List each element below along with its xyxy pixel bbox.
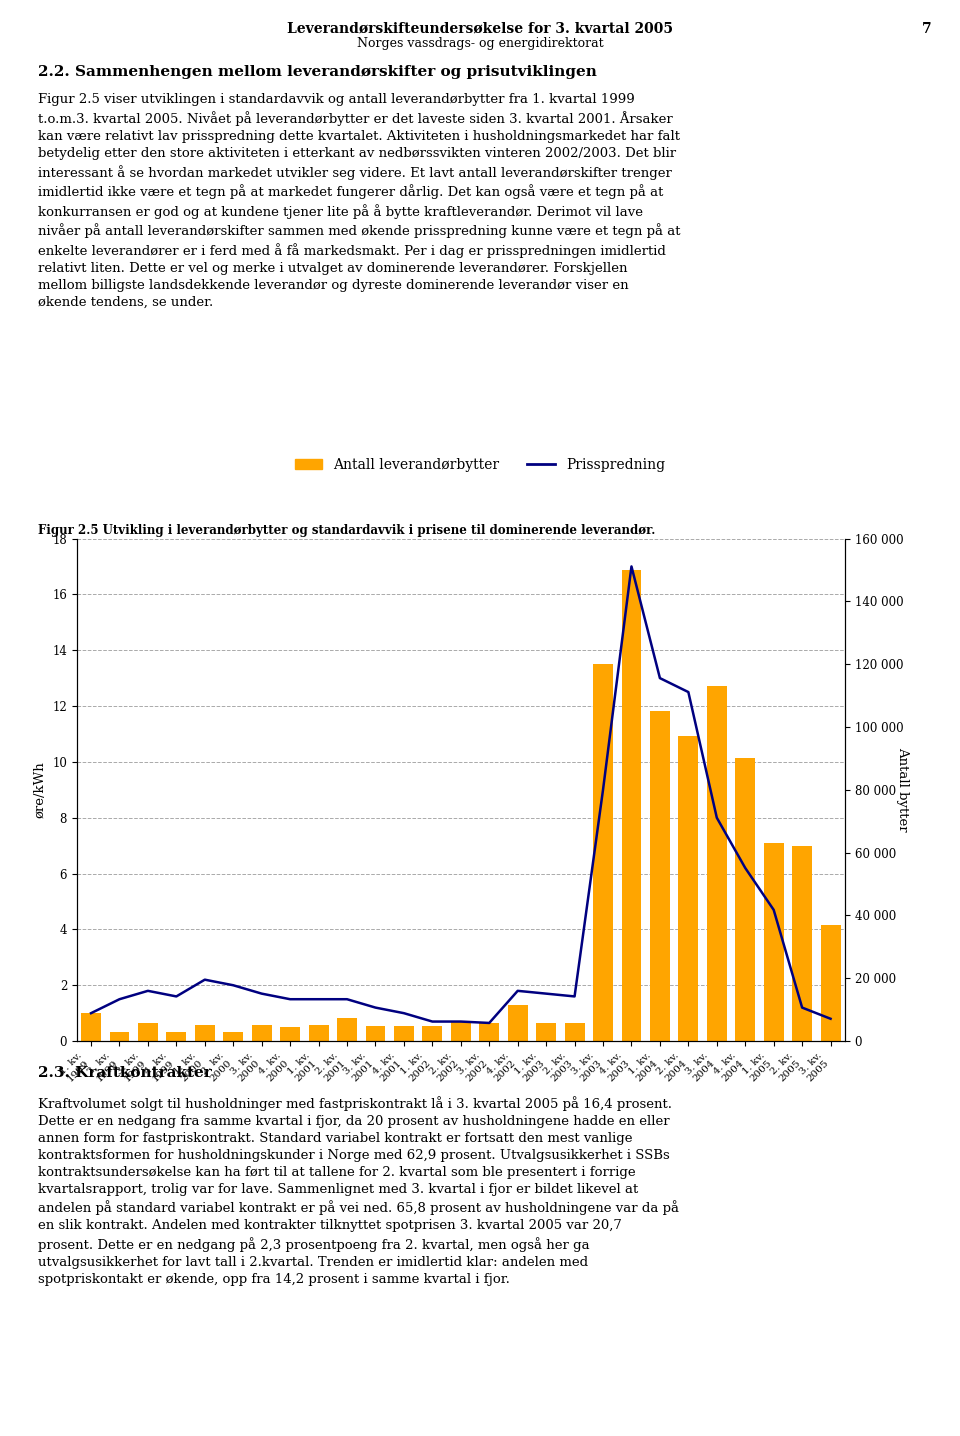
- Text: 7: 7: [922, 22, 931, 36]
- Bar: [564, 1024, 585, 1041]
- Bar: [792, 846, 812, 1041]
- Text: Figur 2.5 Utvikling i leverandørbytter og standardavvik i prisene til dominerend: Figur 2.5 Utvikling i leverandørbytter o…: [38, 524, 656, 537]
- Text: Figur 2.5 viser utviklingen i standardavvik og antall leverandørbytter fra 1. kv: Figur 2.5 viser utviklingen i standardav…: [38, 93, 681, 309]
- Bar: [224, 1031, 243, 1041]
- Bar: [821, 925, 841, 1041]
- Bar: [479, 1024, 499, 1041]
- Text: 2.3. Kraftkontrakter: 2.3. Kraftkontrakter: [38, 1066, 212, 1080]
- Bar: [735, 758, 756, 1041]
- Bar: [707, 686, 727, 1041]
- Bar: [166, 1031, 186, 1041]
- Bar: [138, 1024, 157, 1041]
- Bar: [337, 1018, 357, 1041]
- Bar: [621, 570, 641, 1041]
- Bar: [308, 1025, 328, 1041]
- Bar: [109, 1031, 130, 1041]
- Bar: [422, 1025, 443, 1041]
- Y-axis label: øre/kWh: øre/kWh: [34, 761, 47, 819]
- Bar: [252, 1025, 272, 1041]
- Bar: [394, 1027, 414, 1041]
- Bar: [537, 1024, 556, 1041]
- Bar: [650, 711, 670, 1041]
- Bar: [508, 1005, 528, 1041]
- Legend: Antall leverandørbytter, Prisspredning: Antall leverandørbytter, Prisspredning: [289, 452, 671, 477]
- Y-axis label: Antall bytter: Antall bytter: [896, 748, 909, 831]
- Text: Leverandørskifteundersøkelse for 3. kvartal 2005: Leverandørskifteundersøkelse for 3. kvar…: [287, 22, 673, 36]
- Bar: [280, 1027, 300, 1041]
- Text: Norges vassdrags- og energidirektorat: Norges vassdrags- og energidirektorat: [357, 37, 603, 50]
- Text: Kraftvolumet solgt til husholdninger med fastpriskontrakt lå i 3. kvartal 2005 p: Kraftvolumet solgt til husholdninger med…: [38, 1096, 680, 1285]
- Bar: [764, 843, 783, 1041]
- Bar: [366, 1025, 385, 1041]
- Bar: [195, 1025, 215, 1041]
- Text: 2.2. Sammenhengen mellom leverandørskifter og prisutviklingen: 2.2. Sammenhengen mellom leverandørskift…: [38, 65, 597, 79]
- Bar: [679, 737, 698, 1041]
- Bar: [81, 1012, 101, 1041]
- Bar: [593, 663, 613, 1041]
- Bar: [451, 1022, 470, 1041]
